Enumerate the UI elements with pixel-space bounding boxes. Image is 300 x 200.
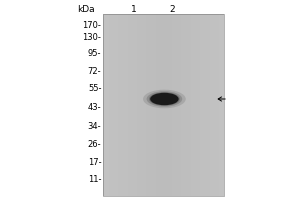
Text: 55-: 55- <box>88 84 101 93</box>
Text: 72-: 72- <box>88 68 101 76</box>
Text: 34-: 34- <box>88 122 101 131</box>
Ellipse shape <box>147 91 182 107</box>
Bar <box>103 14 224 196</box>
Text: 170-: 170- <box>82 21 101 29</box>
Text: 26-: 26- <box>88 140 101 149</box>
Text: 11-: 11- <box>88 176 101 184</box>
Text: 130-: 130- <box>82 33 101 43</box>
Text: 2: 2 <box>170 4 175 14</box>
Text: 17-: 17- <box>88 158 101 167</box>
Ellipse shape <box>149 92 180 106</box>
Text: kDa: kDa <box>77 4 94 14</box>
Ellipse shape <box>143 90 186 108</box>
Text: 43-: 43- <box>88 103 101 112</box>
Ellipse shape <box>150 93 179 105</box>
Text: 1: 1 <box>130 4 136 14</box>
Text: 95-: 95- <box>88 49 101 58</box>
